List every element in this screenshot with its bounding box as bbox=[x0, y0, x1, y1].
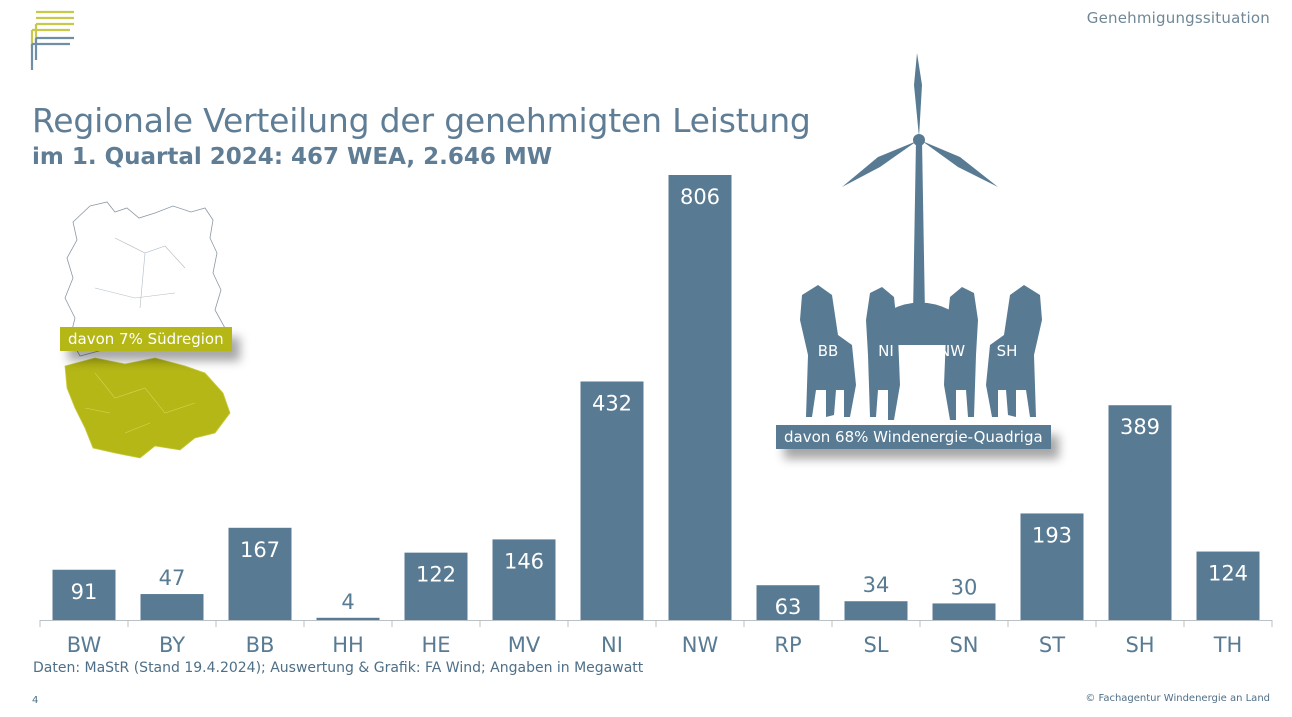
x-tick-label-ni: NI bbox=[601, 633, 623, 657]
data-label-he: 122 bbox=[416, 563, 456, 587]
bar-mv bbox=[492, 539, 556, 620]
bar-nw bbox=[668, 175, 732, 620]
x-tick-label-rp: RP bbox=[774, 633, 801, 657]
data-label-th: 124 bbox=[1208, 562, 1248, 586]
data-label-sl: 34 bbox=[863, 573, 890, 597]
turbine-blade-right bbox=[922, 141, 998, 187]
bar-bb bbox=[228, 527, 292, 620]
bar-th bbox=[1196, 551, 1260, 620]
quadriga-state-ni: NI bbox=[878, 342, 894, 360]
quadriga-state-nw: NW bbox=[939, 342, 965, 360]
data-label-by: 47 bbox=[159, 566, 186, 590]
x-tick-label-sh: SH bbox=[1125, 633, 1154, 657]
fa-wind-logo bbox=[30, 10, 74, 70]
data-label-st: 193 bbox=[1032, 523, 1072, 547]
data-label-hh: 4 bbox=[341, 590, 354, 614]
page-number: 4 bbox=[32, 695, 39, 706]
x-tick-label-he: HE bbox=[421, 633, 450, 657]
horse-2 bbox=[866, 287, 900, 420]
x-tick-label-bw: BW bbox=[67, 633, 102, 657]
x-tick-label-nw: NW bbox=[682, 633, 719, 657]
bar-st bbox=[1020, 513, 1084, 620]
quadriga-state-sh: SH bbox=[997, 342, 1018, 360]
bar-ni bbox=[580, 381, 644, 620]
bar-sn bbox=[932, 603, 996, 620]
x-tick-label-th: TH bbox=[1213, 633, 1243, 657]
bar-hh bbox=[316, 617, 380, 620]
north-germany-outline bbox=[64, 201, 226, 357]
horse-4 bbox=[986, 285, 1042, 417]
south-region-callout: davon 7% Südregion bbox=[60, 327, 232, 351]
chart-subtitle: im 1. Quartal 2024: 467 WEA, 2.646 MW bbox=[32, 144, 553, 170]
data-label-bw: 91 bbox=[71, 580, 98, 604]
copyright-note: © Fachagentur Windenergie an Land bbox=[1085, 693, 1270, 704]
section-title: Genehmigungssituation bbox=[1086, 9, 1270, 27]
bar-rp bbox=[756, 585, 820, 620]
data-label-sh: 389 bbox=[1120, 415, 1160, 439]
x-tick-label-by: BY bbox=[159, 633, 185, 657]
turbine-tower bbox=[913, 140, 925, 315]
turbine-blade-up bbox=[914, 53, 922, 137]
quadriga-state-bb: BB bbox=[818, 342, 839, 360]
data-label-rp: 63 bbox=[775, 595, 802, 619]
data-source-note: Daten: MaStR (Stand 19.4.2024); Auswertu… bbox=[33, 660, 644, 676]
bar-sl bbox=[844, 601, 908, 620]
south-region-shape bbox=[64, 357, 231, 459]
quadriga-callout: davon 68% Windenergie-Quadriga bbox=[776, 425, 1051, 449]
x-tick-label-st: ST bbox=[1039, 633, 1065, 657]
chart-title: Regionale Verteilung der genehmigten Lei… bbox=[32, 101, 811, 140]
x-tick-label-hh: HH bbox=[332, 633, 364, 657]
chariot bbox=[882, 302, 958, 345]
data-label-sn: 30 bbox=[951, 575, 978, 599]
data-label-mv: 146 bbox=[504, 549, 544, 573]
quadriga-illustration: BB NI NW SH bbox=[800, 53, 1042, 420]
data-label-nw: 806 bbox=[680, 185, 720, 209]
turbine-hub bbox=[913, 134, 925, 146]
bar-sh bbox=[1108, 405, 1172, 620]
data-label-ni: 432 bbox=[592, 391, 632, 415]
horse-1 bbox=[800, 285, 856, 417]
data-label-bb: 167 bbox=[240, 538, 280, 562]
bar-by bbox=[140, 594, 204, 620]
bar-bw bbox=[52, 569, 116, 620]
turbine-blade-left bbox=[842, 141, 917, 187]
bar-he bbox=[404, 552, 468, 620]
x-tick-label-sl: SL bbox=[863, 633, 888, 657]
horse-3 bbox=[944, 287, 978, 420]
x-tick-label-sn: SN bbox=[949, 633, 978, 657]
x-tick-label-mv: MV bbox=[508, 633, 541, 657]
x-tick-label-bb: BB bbox=[246, 633, 275, 657]
germany-map-illustration bbox=[64, 201, 231, 459]
